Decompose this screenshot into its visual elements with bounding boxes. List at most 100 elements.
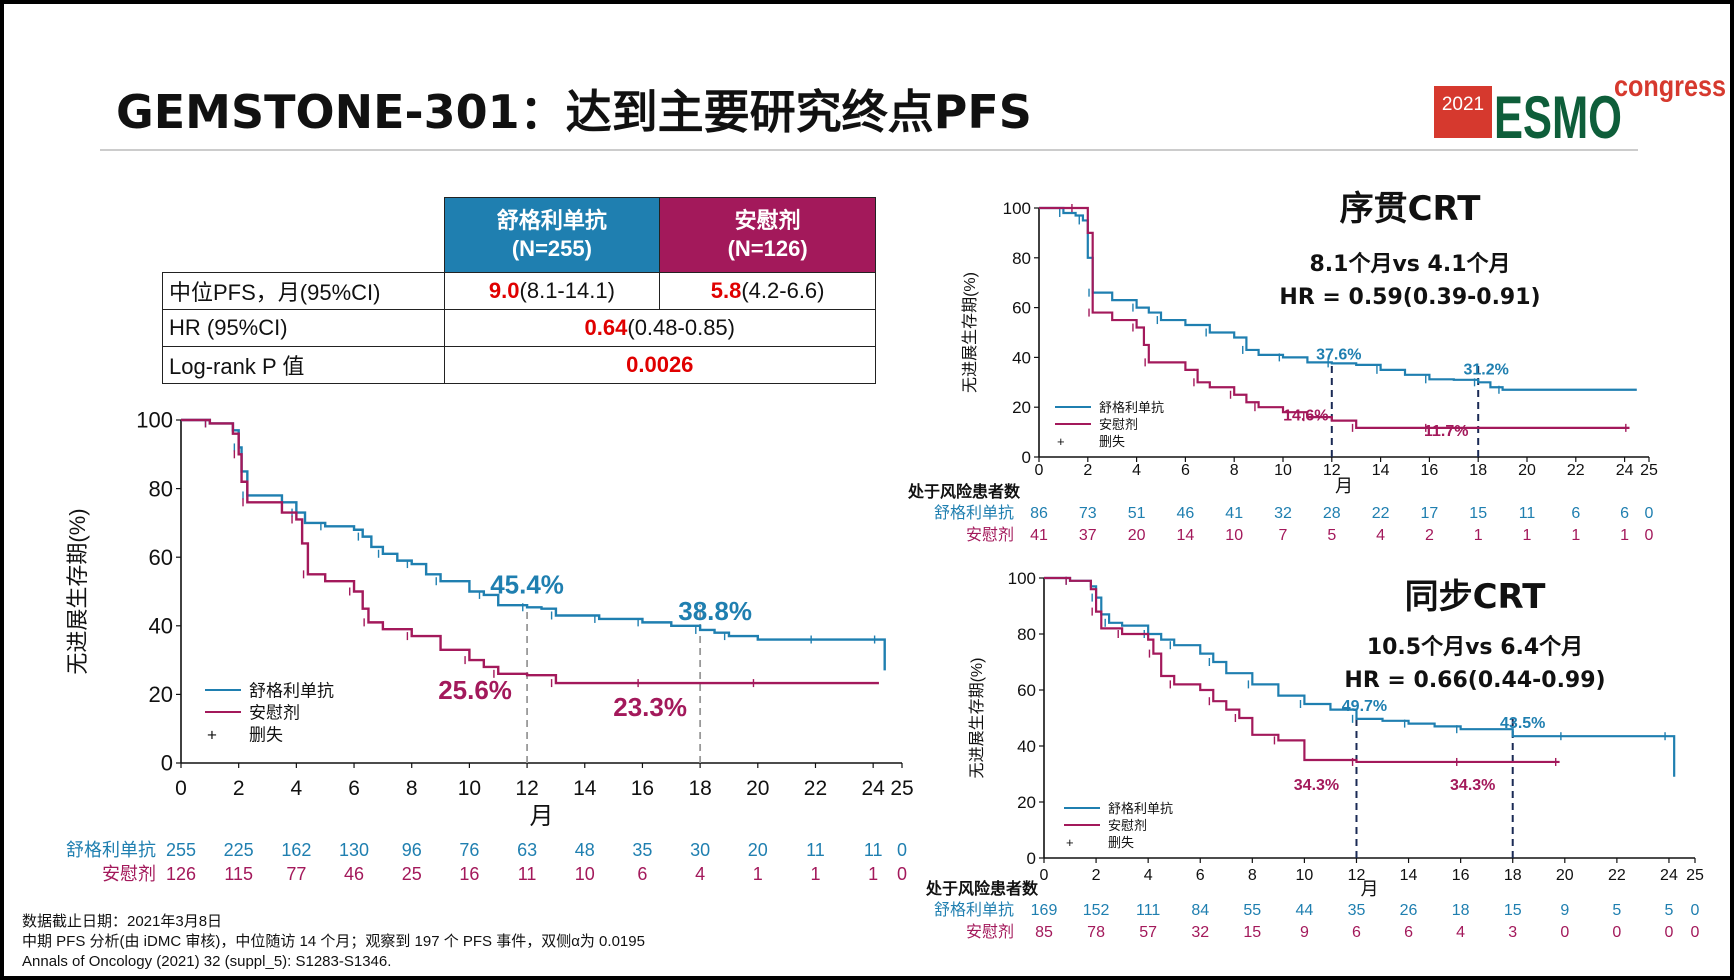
x-tick-label: 2 [233, 777, 245, 800]
y-tick-label: 60 [1017, 681, 1036, 700]
x-tick-label: 10 [1274, 462, 1292, 479]
risk-count: 6 [1352, 924, 1361, 941]
row-label-pvalue: Log-rank P 值 [162, 346, 445, 384]
risk-count: 37 [1079, 527, 1097, 544]
risk-count: 73 [1079, 505, 1097, 522]
x-tick-label: 4 [1132, 462, 1141, 479]
legend-label: 舒格利单抗 [249, 681, 334, 700]
risk-table-title: 处于风险患者数 [925, 879, 1039, 898]
table-row: HR (95%CI) 0.64(0.48-0.85) [162, 309, 877, 347]
y-tick-label: 40 [149, 614, 173, 639]
esmo-logo-wordmark: ESMO [1494, 84, 1622, 151]
risk-row-label: 安慰剂 [102, 864, 156, 884]
x-tick-label: 8 [1230, 462, 1239, 479]
x-axis-label: 月 [530, 803, 554, 830]
x-tick-label: 22 [804, 777, 827, 800]
row-label-median-pfs: 中位PFS，月(95%CI) [162, 272, 445, 310]
footnote-cutoff: 数据截止日期：2021年3月8日 [22, 913, 222, 930]
esmo-logo-year-box [1434, 86, 1492, 138]
risk-count: 46 [344, 864, 364, 884]
x-tick-label: 22 [1567, 462, 1585, 479]
row-label-hr: HR (95%CI) [162, 309, 445, 347]
risk-count: 15 [1504, 902, 1522, 919]
chart-median-comparison: 8.1个月vs 4.1个月 [1309, 252, 1510, 277]
annotation-label: 31.2% [1464, 361, 1509, 378]
chart-hazard-ratio: HR = 0.66(0.44-0.99) [1344, 668, 1605, 693]
risk-count: 17 [1421, 505, 1439, 522]
median-pfs-arm1-ci: (8.1-14.1) [519, 278, 615, 303]
footnote-reference: Annals of Oncology (2021) 32 (suppl_5): … [22, 953, 391, 970]
x-tick-label: 12 [1323, 462, 1341, 479]
risk-row-label: 安慰剂 [966, 526, 1014, 544]
x-axis-label: 月 [1361, 879, 1379, 899]
y-axis-label: 无进展生存期(%) [961, 272, 979, 393]
risk-count: 48 [575, 840, 595, 860]
x-tick-label: 14 [573, 777, 597, 800]
table-header-row: 舒格利单抗 (N=255) 安慰剂 (N=126) [163, 197, 876, 273]
esmo-logo: 2021 ESMO congress [1434, 70, 1726, 151]
risk-count: 9 [1560, 902, 1569, 919]
risk-count: 35 [1348, 902, 1366, 919]
x-tick-label: 0 [175, 777, 187, 800]
x-tick-label: 2 [1092, 867, 1101, 884]
risk-count: 1 [1474, 527, 1483, 544]
risk-row-label: 安慰剂 [966, 923, 1014, 941]
risk-count: 35 [632, 840, 652, 860]
slide-title: GEMSTONE-301：达到主要研究终点PFS [116, 85, 1032, 139]
x-tick-label: 25 [1640, 462, 1658, 479]
x-tick-label: 8 [406, 777, 418, 800]
x-tick-label: 6 [1196, 867, 1205, 884]
x-tick-label: 20 [1556, 867, 1574, 884]
risk-count: 1 [1620, 527, 1629, 544]
legend-label: 删失 [1099, 434, 1125, 449]
x-tick-label: 24 [1660, 867, 1678, 884]
risk-row-label: 舒格利单抗 [66, 840, 156, 860]
km-line-placebo [181, 418, 879, 685]
x-tick-label: 6 [1181, 462, 1190, 479]
x-tick-label: 10 [458, 777, 481, 800]
table-header-placebo: 安慰剂 (N=126) [659, 197, 876, 273]
risk-count: 126 [166, 864, 196, 884]
risk-count: 14 [1177, 527, 1195, 544]
x-tick-label: 24 [861, 777, 885, 800]
risk-count: 1 [1523, 527, 1532, 544]
risk-count: 9 [1300, 924, 1309, 941]
risk-count: 225 [224, 840, 254, 860]
risk-count: 78 [1087, 924, 1105, 941]
x-tick-label: 4 [1144, 867, 1153, 884]
x-tick-label: 20 [1518, 462, 1536, 479]
risk-count: 20 [1128, 527, 1146, 544]
annotation-label: 43.5% [1500, 715, 1545, 732]
risk-count: 11 [1519, 505, 1536, 522]
x-tick-label: 12 [515, 777, 538, 800]
risk-count: 11 [864, 840, 883, 860]
risk-count: 0 [897, 840, 907, 860]
risk-count: 28 [1323, 505, 1341, 522]
km-line-placebo [1039, 206, 1630, 429]
annotation-label: 34.3% [1294, 777, 1339, 794]
footnote-analysis: 中期 PFS 分析(由 iDMC 审核)，中位随访 14 个月；观察到 197 … [22, 932, 645, 950]
km-line-sugemalimab [181, 418, 886, 671]
y-tick-label: 100 [1003, 199, 1031, 218]
risk-count: 111 [1136, 902, 1160, 919]
x-tick-label: 2 [1083, 462, 1092, 479]
y-tick-label: 20 [149, 682, 173, 707]
x-tick-label: 6 [348, 777, 360, 800]
risk-count: 3 [1508, 924, 1517, 941]
risk-count: 0 [1645, 505, 1654, 522]
risk-count: 11 [518, 864, 537, 884]
risk-count: 84 [1191, 902, 1209, 919]
km-chart-sequential: 0 2 4 6 8 10 12 14 16 18 20 22 24 25020406080100月无进展生… [907, 189, 1658, 544]
chart-median-comparison: 10.5个月vs 6.4个月 [1367, 635, 1583, 660]
x-tick-label: 12 [1348, 867, 1366, 884]
risk-count: 30 [690, 840, 710, 860]
y-tick-label: 0 [161, 751, 173, 776]
median-pfs-arm2-ci: (4.2-6.6) [741, 278, 825, 303]
risk-count: 32 [1274, 505, 1292, 522]
annotation-label: 23.3% [613, 692, 687, 722]
x-tick-label: 24 [1616, 462, 1634, 479]
risk-count: 6 [1571, 505, 1580, 522]
x-tick-label: 14 [1400, 867, 1418, 884]
